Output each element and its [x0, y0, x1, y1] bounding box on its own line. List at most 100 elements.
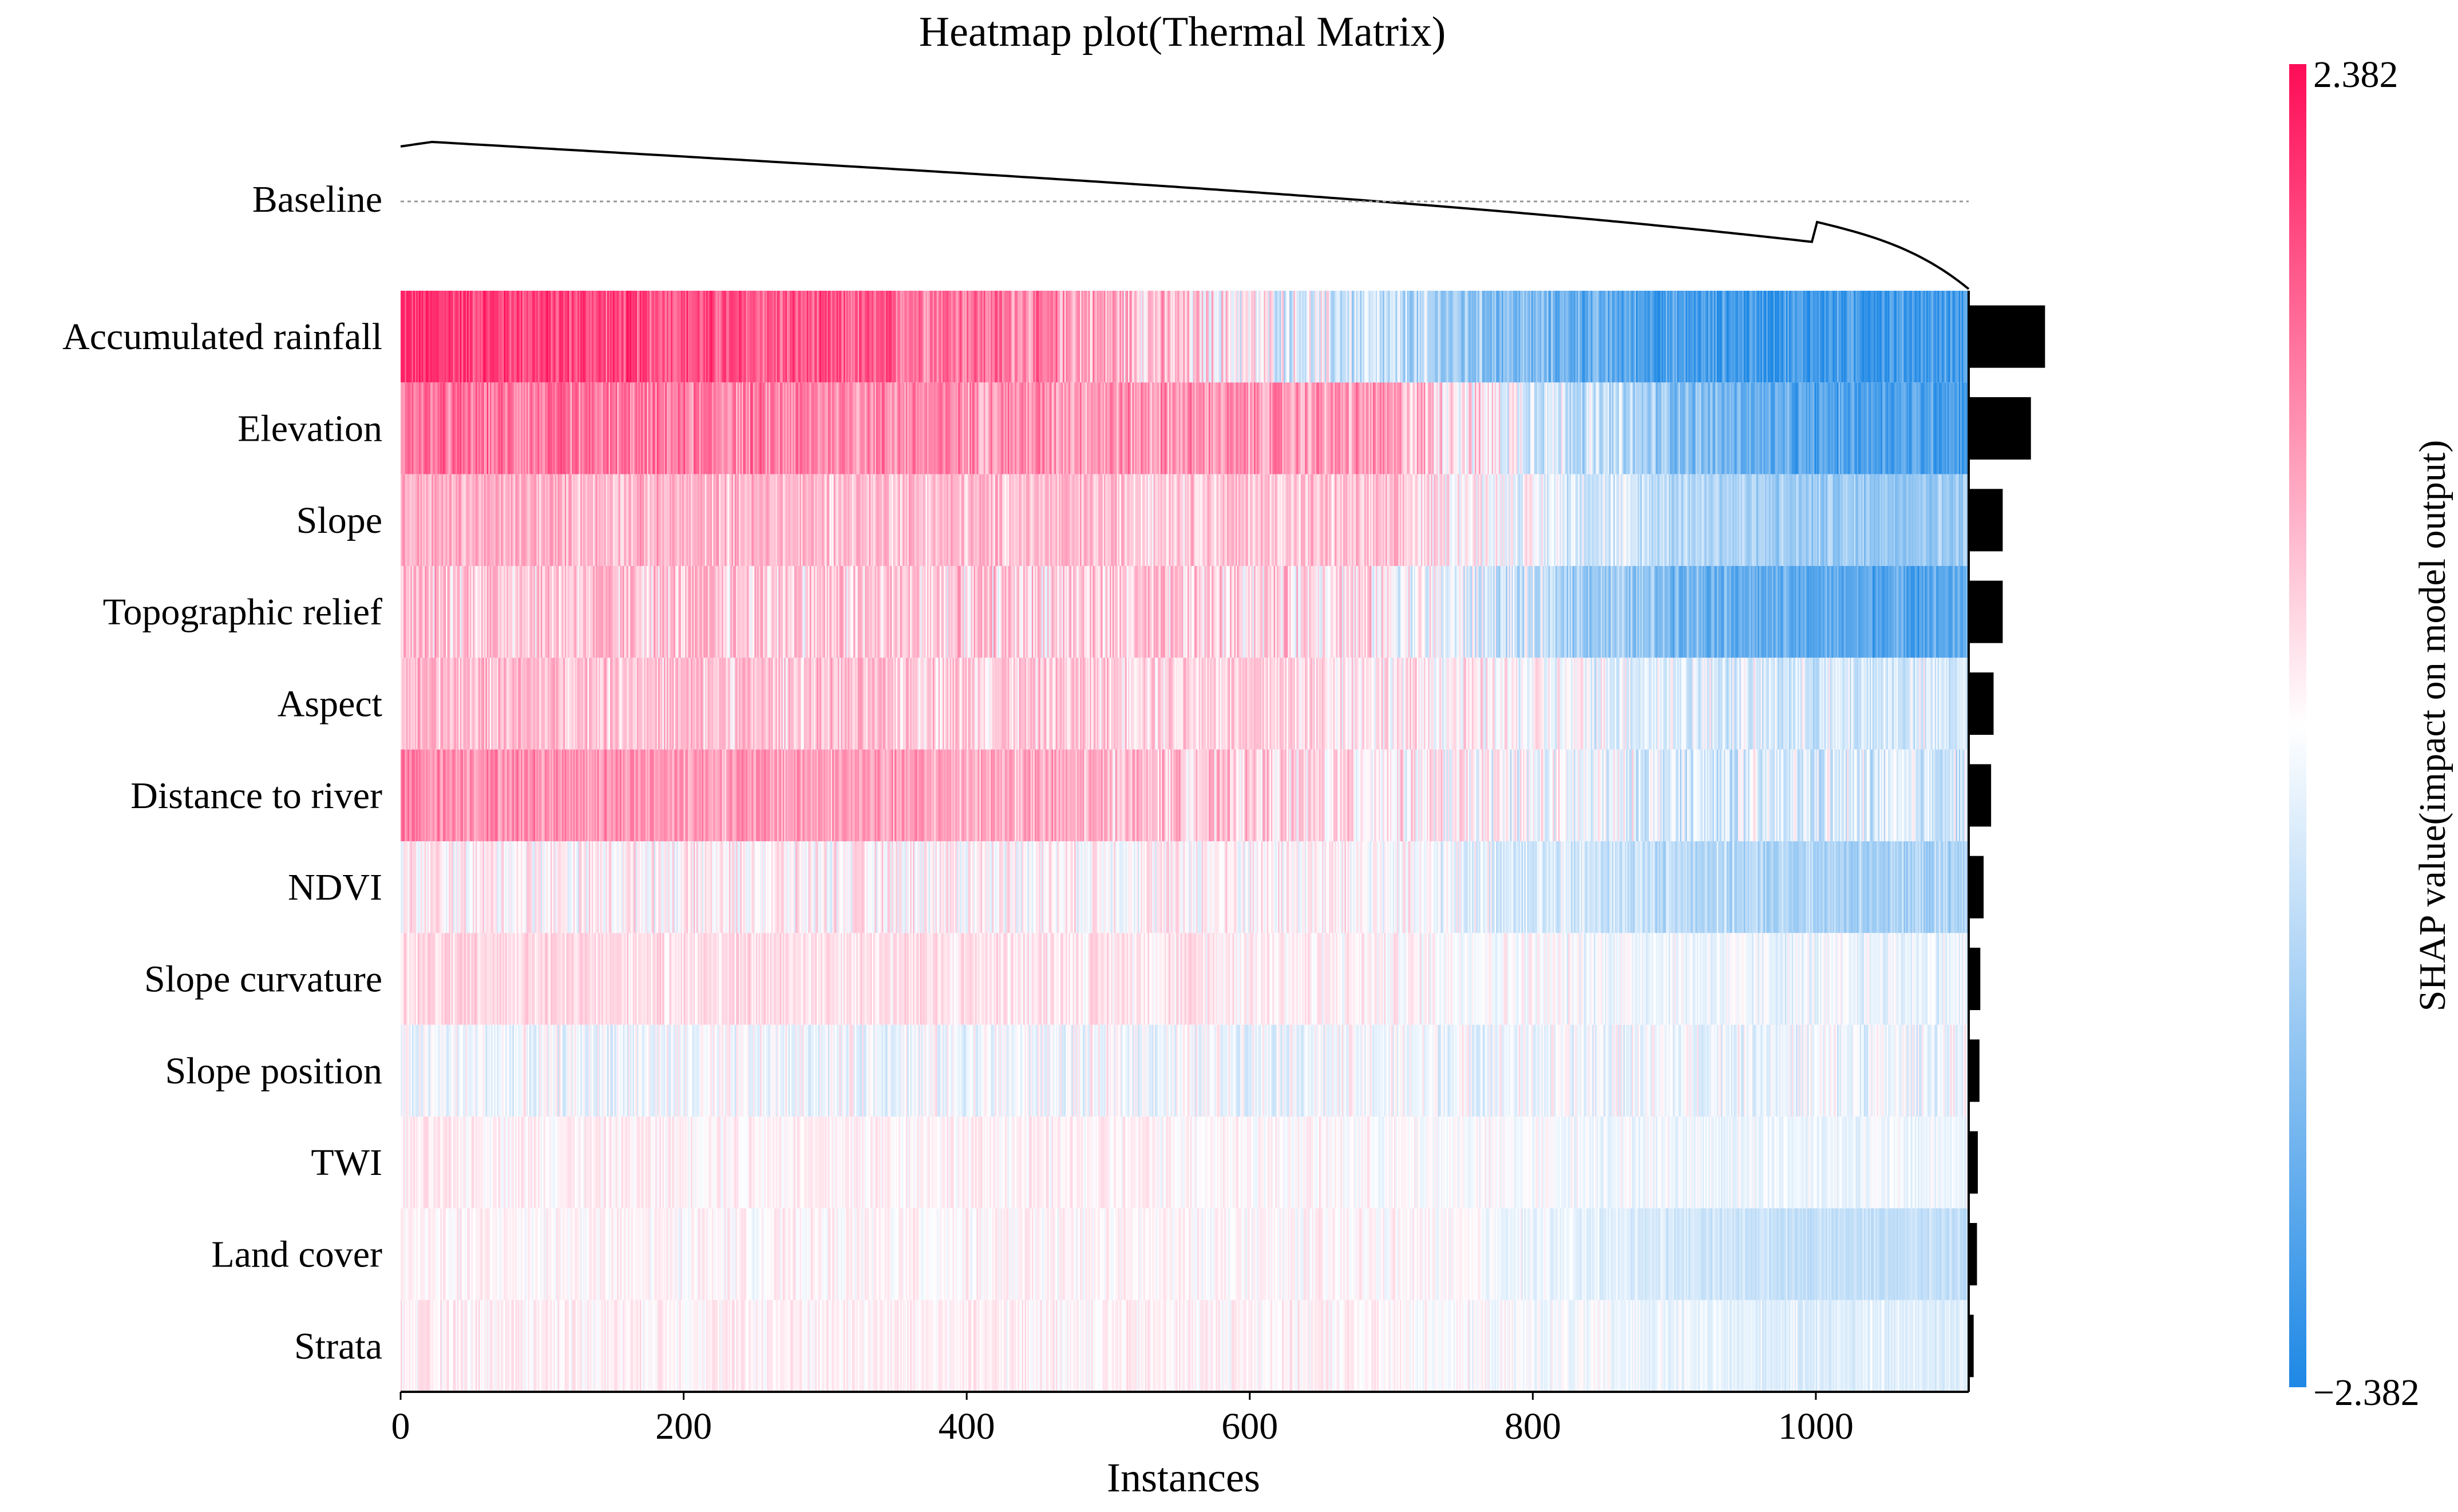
heatmap-cell: [1147, 382, 1150, 474]
heatmap-cell: [638, 474, 640, 566]
heatmap-cell: [1707, 566, 1709, 658]
heatmap-cell: [1919, 566, 1921, 658]
heatmap-cell: [1920, 291, 1922, 383]
heatmap-cell: [1855, 474, 1858, 566]
heatmap-cell: [865, 291, 867, 383]
heatmap-cell: [1050, 658, 1052, 750]
heatmap-cell: [1095, 658, 1098, 750]
heatmap-cell: [849, 566, 851, 658]
heatmap-cell: [1652, 566, 1654, 658]
heatmap-cell: [1641, 291, 1644, 383]
heatmap-cell: [518, 566, 520, 658]
heatmap-cell: [505, 291, 508, 383]
heatmap-cell: [608, 658, 611, 750]
heatmap-cell: [420, 382, 422, 474]
heatmap-cell: [567, 382, 569, 474]
heatmap-cell: [992, 291, 994, 383]
heatmap-cell: [1289, 382, 1292, 474]
heatmap-cell: [850, 474, 853, 566]
heatmap-cell: [1689, 382, 1692, 474]
heatmap-cell: [1284, 291, 1286, 383]
heatmap-cell: [504, 658, 506, 750]
heatmap-cell: [784, 291, 786, 383]
heatmap-cell: [596, 291, 598, 383]
heatmap-cell: [628, 658, 631, 750]
heatmap-cell: [1592, 566, 1594, 658]
heatmap-cell: [411, 658, 414, 750]
heatmap-cell: [1111, 566, 1113, 658]
heatmap-cell: [729, 658, 731, 750]
heatmap-cell: [1009, 566, 1011, 658]
heatmap-cell: [1200, 474, 1202, 566]
heatmap-cell: [945, 658, 948, 750]
heatmap-cell: [972, 474, 975, 566]
heatmap-cell: [663, 566, 666, 658]
heatmap-cell: [1218, 291, 1221, 383]
heatmap-cell: [414, 566, 417, 658]
heatmap-cell: [1034, 658, 1036, 750]
heatmap-cell: [476, 382, 478, 474]
heatmap-cell: [1200, 291, 1202, 383]
heatmap-cell: [1692, 474, 1695, 566]
heatmap-cell: [611, 382, 613, 474]
heatmap-cell: [1242, 566, 1245, 658]
heatmap-cell: [1649, 382, 1651, 474]
heatmap-cell: [714, 382, 717, 474]
heatmap-cell: [1006, 566, 1008, 658]
heatmap-cell: [1419, 382, 1422, 474]
heatmap-cell: [958, 658, 960, 750]
heatmap-cell: [584, 566, 587, 658]
heatmap-cell: [414, 291, 417, 383]
heatmap-cell: [650, 658, 652, 750]
heatmap-cell: [1439, 474, 1442, 566]
heatmap-cell: [566, 382, 568, 474]
heatmap-cell: [785, 382, 787, 474]
heatmap-cell: [1939, 566, 1941, 658]
heatmap-cell: [1729, 566, 1732, 658]
heatmap-cell: [1452, 566, 1454, 658]
heatmap-cell: [1847, 291, 1849, 383]
heatmap-cell: [474, 291, 476, 383]
heatmap-cell: [1071, 291, 1074, 383]
heatmap-cell: [940, 291, 942, 383]
heatmap-cell: [880, 382, 882, 474]
heatmap-cell: [1214, 566, 1216, 658]
heatmap-cell: [743, 382, 745, 474]
heatmap-cell: [1013, 382, 1015, 474]
heatmap-cell: [406, 658, 408, 750]
heatmap-cell: [1378, 566, 1380, 658]
heatmap-cell: [944, 474, 946, 566]
heatmap-cell: [1922, 566, 1924, 658]
chart-title: Heatmap plot(Thermal Matrix): [919, 9, 1446, 56]
heatmap-cell: [1252, 474, 1254, 566]
heatmap-cell: [1429, 566, 1431, 658]
heatmap-cell: [1482, 291, 1484, 383]
heatmap-cell: [1026, 291, 1028, 383]
heatmap-cell: [1839, 474, 1842, 566]
heatmap-cell: [1003, 566, 1006, 658]
heatmap-cell: [1656, 291, 1658, 383]
heatmap-cell: [1179, 474, 1181, 566]
heatmap-cell: [521, 474, 523, 566]
heatmap-cell: [770, 291, 772, 383]
heatmap-cell: [1262, 382, 1265, 474]
heatmap-cell: [655, 382, 658, 474]
heatmap-cell: [426, 474, 428, 566]
heatmap-cell: [512, 291, 514, 383]
heatmap-cell: [863, 658, 865, 750]
heatmap-cell: [791, 382, 793, 474]
heatmap-cell: [1701, 291, 1703, 383]
heatmap-cell: [702, 291, 704, 383]
heatmap-cell: [1592, 291, 1594, 383]
heatmap-cell: [1517, 474, 1519, 566]
heatmap-cell: [1963, 291, 1965, 383]
heatmap-cell: [680, 658, 683, 750]
heatmap-cell: [464, 382, 466, 474]
heatmap-cell: [1275, 566, 1277, 658]
heatmap-cell: [1661, 382, 1664, 474]
heatmap-cell: [1313, 474, 1316, 566]
heatmap-cell: [1786, 566, 1788, 658]
heatmap-cell: [450, 474, 452, 566]
heatmap-cell: [1123, 566, 1126, 658]
heatmap-cell: [492, 566, 494, 658]
